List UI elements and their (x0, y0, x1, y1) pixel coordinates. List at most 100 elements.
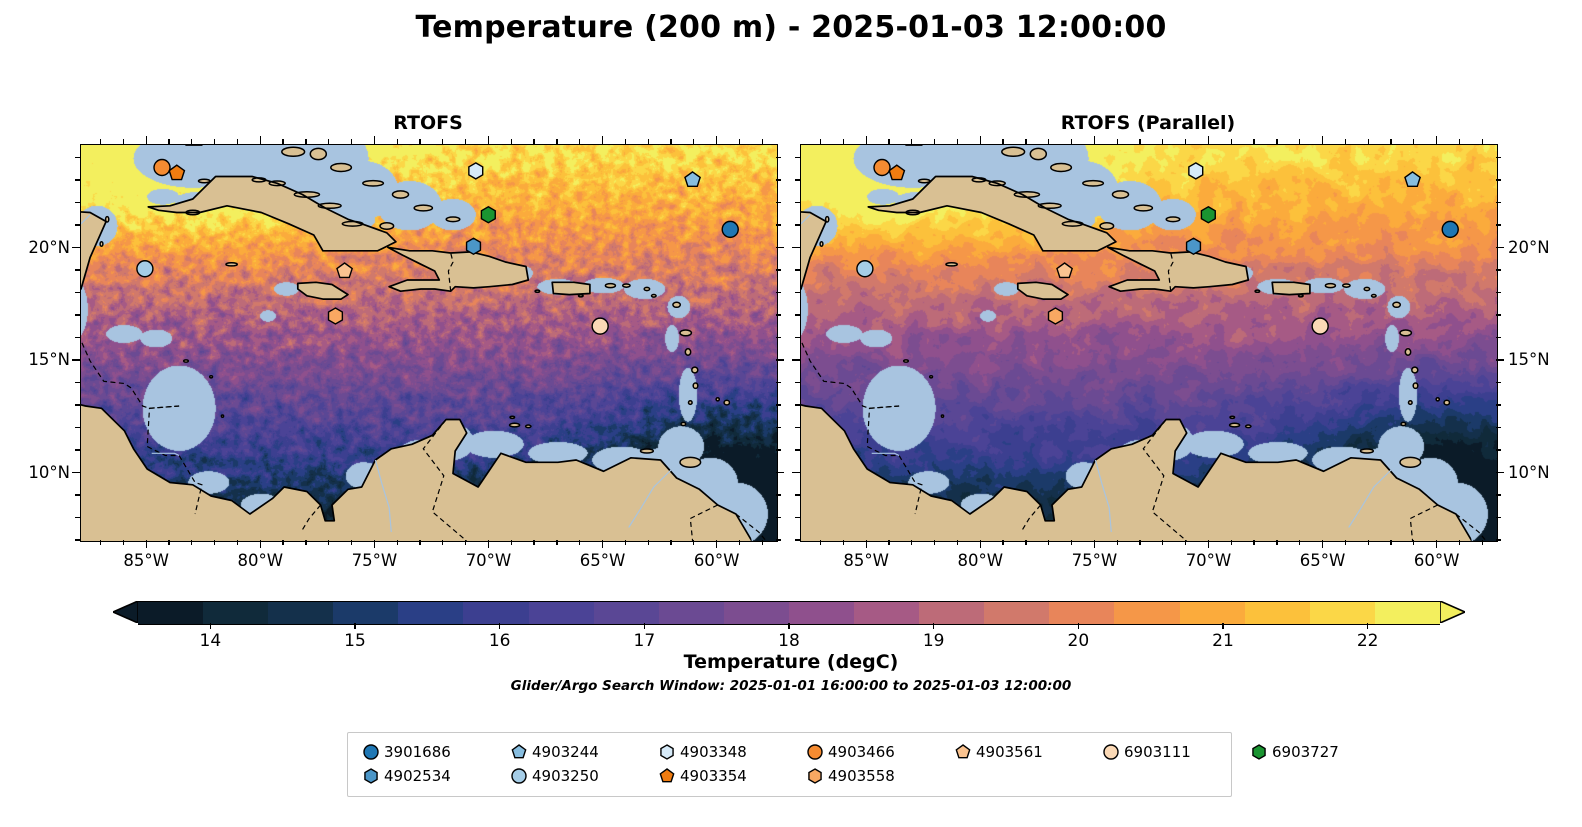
y-tick-right (1496, 156, 1501, 159)
x-tick-top (1413, 139, 1415, 144)
circle-marker-icon (506, 767, 532, 785)
x-tick (1093, 540, 1096, 548)
legend-entry-4903250[interactable]: 4903250 (506, 767, 654, 785)
y-tick-left (795, 426, 800, 429)
float-marker-4903466[interactable] (873, 158, 891, 177)
float-marker-4903348[interactable] (1188, 162, 1204, 180)
colorbar-tick (933, 623, 935, 629)
x-ticklabel: 75°W (1071, 551, 1118, 570)
y-tick-right (1496, 471, 1504, 474)
legend-label: 4903558 (828, 767, 895, 785)
x-tick-top (716, 136, 718, 144)
legend-entry-4903558[interactable]: 4903558 (802, 767, 950, 785)
legend-entry-3901686[interactable]: 3901686 (358, 743, 506, 761)
colorbar-tick (499, 623, 501, 629)
float-marker-6903111[interactable] (591, 317, 609, 335)
map-panel-rtofs-parallel[interactable] (800, 144, 1498, 542)
x-tick (601, 540, 604, 548)
y-tick-left (795, 156, 800, 159)
y-tick-left (795, 224, 800, 226)
y-ticklabel: 20°N (1508, 237, 1550, 257)
float-marker-4903561[interactable] (1056, 262, 1074, 279)
x-tick (168, 540, 170, 545)
x-tick-top (442, 139, 444, 144)
float-marker-4903354[interactable] (888, 164, 906, 181)
y-tick-right (776, 359, 784, 361)
y-tick-left (792, 359, 800, 361)
x-tick (738, 540, 741, 545)
float-marker-6903111[interactable] (1311, 317, 1329, 335)
y-tick-right (1496, 426, 1501, 429)
legend-entry-4903561[interactable]: 4903561 (950, 743, 1098, 761)
colorbar-tick (643, 623, 645, 629)
x-tick-top (373, 136, 376, 144)
float-marker-4903244[interactable] (684, 171, 702, 188)
x-tick-top (579, 139, 581, 144)
legend-row: 4902534 4903250 4903354 4903558 (358, 764, 1221, 788)
colorbar-band-1 (203, 602, 269, 624)
float-marker-4903558[interactable] (327, 307, 344, 325)
float-marker-4903558[interactable] (1047, 307, 1064, 325)
legend-entry-4903466[interactable]: 4903466 (802, 743, 950, 761)
x-tick (1390, 540, 1392, 545)
x-tick (1253, 540, 1255, 545)
float-marker-3901686[interactable] (1441, 220, 1459, 239)
x-tick-top (1070, 139, 1073, 144)
colorbar-ticklabel: 15 (344, 631, 366, 651)
legend-row: 3901686 4903244 4903348 4903466 4903561 69031… (358, 740, 1339, 764)
x-tick-top (213, 139, 216, 144)
colorbar-tick (1367, 623, 1369, 629)
map-overlay (801, 145, 1487, 541)
x-tick (956, 540, 959, 545)
y-tick-left (795, 269, 800, 271)
x-tick (1230, 540, 1232, 545)
circle-marker-icon (1098, 743, 1124, 761)
float-marker-6903727[interactable] (1200, 205, 1216, 224)
float-marker-4902534[interactable] (1185, 237, 1202, 256)
float-marker-4903250[interactable] (856, 260, 874, 278)
colorbar-band-15 (1114, 602, 1180, 624)
legend-entry-4902534[interactable]: 4902534 (358, 767, 506, 785)
colorbar-tick (1222, 623, 1224, 629)
map-panel-rtofs[interactable] (80, 144, 778, 542)
rivers (801, 214, 1473, 541)
y-tick-right (776, 179, 781, 181)
colorbar-band-19 (1374, 602, 1440, 624)
float-marker-4903466[interactable] (153, 158, 171, 177)
float-markers[interactable] (856, 158, 1459, 335)
x-tick-top (510, 139, 512, 144)
float-marker-4903244[interactable] (1404, 171, 1422, 188)
legend-entry-4903348[interactable]: 4903348 (654, 743, 802, 761)
float-marker-4902534[interactable] (465, 237, 482, 256)
y-tick-right (776, 269, 781, 271)
x-tick-top (956, 139, 959, 144)
y-ticklabel: 15°N (28, 350, 70, 369)
x-tick (624, 540, 627, 545)
panel-title-rtofs-parallel: RTOFS (Parallel) (1060, 112, 1236, 134)
float-marker-4903354[interactable] (168, 164, 186, 181)
panel-title-rtofs: RTOFS (393, 112, 463, 134)
x-tick (396, 540, 398, 545)
x-tick (761, 540, 763, 545)
political-borders (801, 252, 1487, 541)
legend-entry-4903354[interactable]: 4903354 (654, 767, 802, 785)
legend-entry-6903727[interactable]: 6903727 (1246, 743, 1394, 761)
x-ticklabel: 70°W (465, 551, 512, 570)
x-tick-top (888, 139, 890, 144)
float-marker-4903250[interactable] (136, 260, 154, 278)
float-marker-6903727[interactable] (480, 205, 496, 224)
float-marker-4903561[interactable] (336, 262, 354, 279)
colorbar-band-7 (593, 602, 659, 624)
legend-label: 3901686 (384, 743, 451, 761)
legend-entry-6903111[interactable]: 6903111 (1098, 743, 1246, 761)
x-tick (1321, 540, 1324, 548)
x-tick (865, 540, 867, 548)
legend-entry-4903244[interactable]: 4903244 (506, 743, 654, 761)
y-tick-right (776, 449, 781, 451)
float-markers[interactable] (136, 158, 739, 335)
x-tick (647, 540, 649, 545)
colorbar-ticklabel: 16 (488, 631, 511, 651)
x-ticklabel: 85°W (123, 551, 169, 570)
float-marker-4903348[interactable] (468, 162, 484, 180)
float-marker-3901686[interactable] (721, 220, 739, 239)
